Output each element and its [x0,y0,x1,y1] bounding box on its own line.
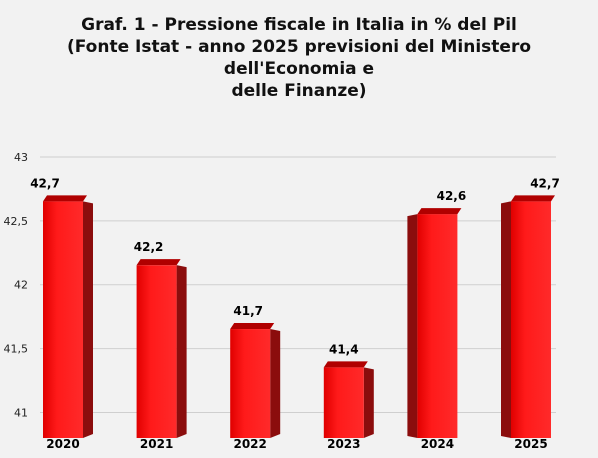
bar [417,214,458,438]
bar-top [511,195,555,202]
chart-title-line-3: delle Finanze) [231,81,367,101]
x-tick-label: 2021 [140,437,173,451]
bar-side [270,329,281,438]
bar [511,201,551,438]
x-tick-label: 2023 [327,437,360,451]
bar-side [501,201,511,438]
bar-side [363,367,374,438]
bar-side [83,201,93,438]
y-tick-label: 41 [14,406,28,419]
chart-title-line-1: Graf. 1 - Pressione fiscale in Italia in… [81,15,517,35]
bar-top [323,361,368,368]
bar-side [407,214,418,438]
chart-title-line-2: (Fonte Istat - anno 2025 previsioni del … [66,37,532,79]
y-tick-label: 42,5 [4,215,29,228]
y-tick-label: 42 [14,279,28,292]
y-tick-label: 41,5 [4,343,29,356]
bar [136,265,177,438]
x-tick-label: 2024 [421,437,454,451]
data-label: 41,4 [329,342,359,356]
data-label: 42,6 [437,189,467,203]
bar-side [176,265,187,438]
bar-top [230,323,275,330]
bar-top [43,195,87,202]
chart-title: Graf. 1 - Pressione fiscale in Italia in… [0,14,598,102]
x-tick-label: 2020 [46,437,79,451]
y-tick-label: 43 [14,151,28,164]
bar [43,201,83,438]
data-label: 42,7 [530,176,560,190]
data-label: 42,7 [30,176,60,190]
bar-top [417,208,462,215]
x-tick-label: 2025 [514,437,547,451]
bar-top [136,259,181,266]
data-label: 42,2 [134,240,164,254]
bar [323,367,364,438]
bar [230,329,271,438]
x-tick-label: 2022 [233,437,266,451]
data-label: 41,7 [233,304,263,318]
